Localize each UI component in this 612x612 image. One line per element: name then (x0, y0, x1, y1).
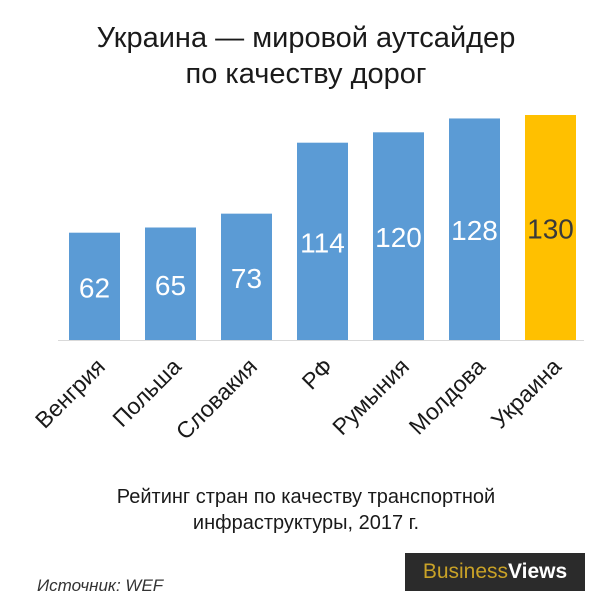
chart-caption-line-2: инфраструктуры, 2017 г. (192, 512, 420, 534)
data-label-4: 120 (375, 222, 422, 253)
chart-caption-line-1: Рейтинг стран по качеству транспортной (116, 486, 496, 508)
chart-title: Украина — мировой аутсайдер по качеству … (0, 20, 612, 92)
bar-6 (525, 115, 576, 340)
bar-chart: 62 65 73 114 120 128 130 ВенгрияПольшаСловакия… (30, 115, 584, 445)
businessviews-logo: Business Views (405, 553, 585, 591)
bar-4 (373, 132, 424, 340)
data-label-0: 62 (79, 272, 110, 303)
logo-part-views: Views (508, 560, 568, 583)
data-label-3: 114 (300, 227, 345, 258)
x-tick-label-3: РФ (297, 353, 338, 394)
source-note: Источник: WEF (37, 576, 164, 595)
bars-group: 62 65 73 114 120 128 130 (69, 115, 576, 340)
bar-2 (221, 213, 272, 340)
chart-title-line-1: Украина — мировой аутсайдер (96, 22, 516, 54)
chart-caption: Рейтинг стран по качеству транспортной и… (0, 484, 612, 536)
x-tick-label-2: Словакия (171, 353, 262, 444)
bar-5 (449, 118, 500, 340)
logo-part-business: Business (422, 560, 509, 583)
bar-3 (297, 142, 348, 340)
data-label-5: 128 (451, 215, 498, 246)
chart-title-line-2: по качеству дорог (185, 58, 427, 90)
x-tick-label-4: Румыния (327, 353, 414, 440)
x-tick-label-0: Венгрия (30, 353, 110, 433)
bar-1 (145, 227, 196, 340)
data-label-1: 65 (155, 270, 186, 301)
bar-0 (69, 232, 120, 340)
x-tick-label-5: Молдова (404, 353, 490, 439)
x-tick-label-6: Украина (486, 353, 566, 433)
data-label-2: 73 (231, 263, 262, 294)
x-tick-label-1: Польша (107, 353, 186, 432)
data-label-6: 130 (527, 214, 574, 245)
